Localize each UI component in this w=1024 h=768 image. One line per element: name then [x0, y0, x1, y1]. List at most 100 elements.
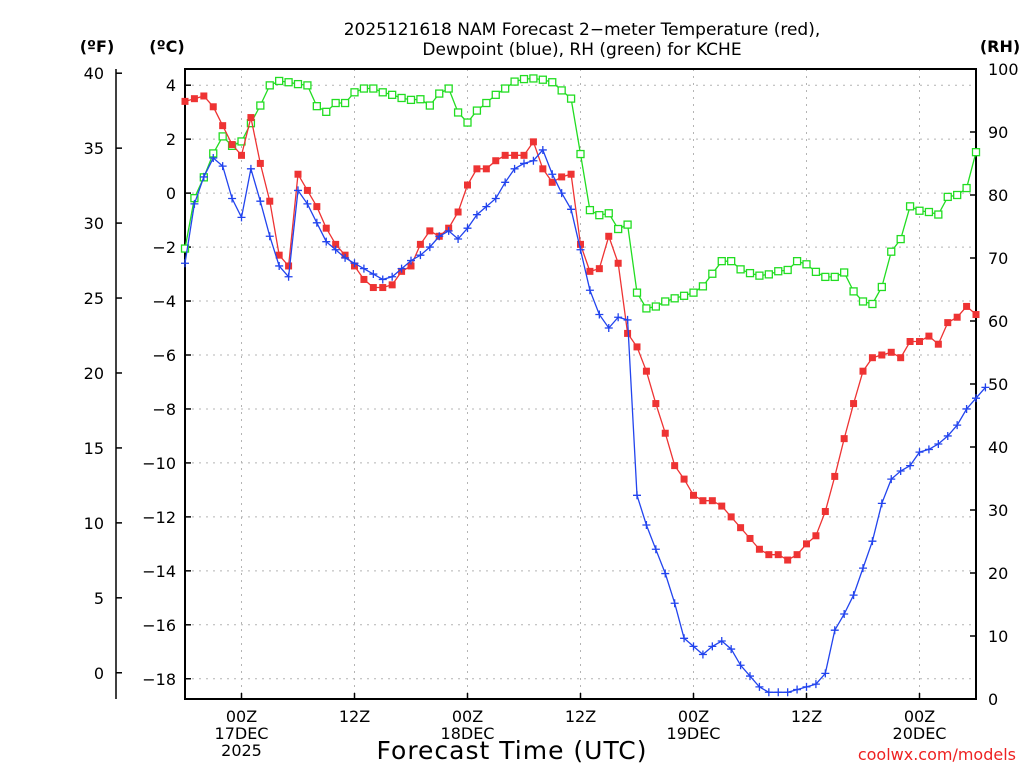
temperature-point	[416, 240, 424, 248]
dewpoint-point	[755, 682, 764, 691]
temperature-point	[501, 151, 509, 159]
dewpoint-point	[642, 520, 651, 529]
celsius-tick-label: −12	[142, 508, 176, 527]
rh-point	[293, 79, 303, 89]
rh-point	[538, 75, 547, 84]
rh-point	[905, 202, 915, 211]
dewpoint-point	[218, 162, 227, 171]
dewpoint-point	[585, 286, 594, 295]
dewpoint-point	[793, 685, 802, 694]
dewpoint-point	[538, 145, 547, 154]
rh-point	[425, 101, 434, 110]
dewpoint-point	[651, 545, 660, 554]
credit-link[interactable]: coolwx.com/models	[858, 745, 1016, 764]
dewpoint-series	[181, 145, 990, 697]
rh-point	[679, 291, 689, 300]
dewpoint-point	[595, 310, 604, 319]
rh-point	[576, 149, 585, 159]
dewpoint-point	[849, 591, 858, 600]
fahrenheit-tick-label: 25	[84, 289, 104, 308]
temperature-point	[614, 259, 622, 267]
celsius-tick-label: −14	[142, 562, 176, 581]
rh-point	[792, 256, 802, 266]
rh-point	[708, 269, 717, 278]
fahrenheit-tick-label: 0	[94, 664, 104, 683]
dewpoint-point	[529, 156, 538, 165]
rh-point	[943, 192, 952, 202]
dewpoint-point	[331, 245, 340, 254]
unit-celsius-label: (ºC)	[149, 37, 184, 56]
dewpoint-point	[764, 688, 773, 697]
rh-point	[548, 78, 557, 87]
dewpoint-point	[680, 634, 689, 643]
dewpoint-point	[670, 599, 679, 608]
dewpoint-point	[962, 404, 971, 413]
temperature-point	[266, 197, 274, 205]
dewpoint-point	[830, 626, 839, 635]
temperature-point	[294, 170, 302, 178]
dewpoint-point	[802, 682, 811, 691]
dewpoint-point	[548, 170, 557, 179]
temperature-point	[803, 540, 810, 548]
rh-point	[453, 108, 463, 117]
temperature-point	[840, 435, 848, 443]
rh-point	[388, 90, 397, 99]
temperature-point	[680, 475, 688, 483]
rh-tick-label: 90	[988, 123, 1008, 142]
time-tick-label: 2025	[221, 741, 262, 760]
dewpoint-point	[350, 259, 359, 268]
temperature-point	[407, 262, 415, 270]
temperature-point	[567, 170, 575, 178]
celsius-tick-label: −8	[152, 400, 176, 419]
temperature-point	[388, 281, 396, 289]
rh-point	[340, 98, 350, 108]
temperature-point	[360, 275, 368, 283]
temperature-point	[624, 329, 632, 337]
temperature-point	[285, 262, 293, 270]
temperature-point	[934, 340, 942, 348]
dewpoint-point	[181, 259, 189, 268]
celsius-tick-label: −4	[152, 292, 176, 311]
temperature-point	[322, 224, 330, 232]
temperature-point	[831, 472, 839, 480]
temperature-series	[181, 92, 980, 564]
temperature-point	[595, 265, 603, 273]
temperature-point	[925, 332, 933, 340]
dewpoint-point	[237, 213, 246, 222]
rh-tick-label: 50	[988, 375, 1008, 394]
time-tick-label: 19DEC	[667, 724, 721, 743]
rh-point	[359, 84, 369, 93]
temperature-point	[520, 151, 528, 159]
celsius-tick-label: −6	[152, 346, 176, 365]
celsius-tick-label: 2	[166, 130, 176, 149]
dewpoint-point	[228, 194, 237, 203]
temperature-point	[906, 338, 914, 346]
dewpoint-point	[388, 272, 397, 281]
temperature-point	[200, 92, 208, 100]
dewpoint-point	[727, 645, 736, 654]
rh-point	[416, 95, 425, 104]
time-tick-label: 00Z	[226, 707, 257, 726]
temperature-point	[661, 429, 669, 437]
rh-point	[802, 260, 811, 269]
dewpoint-point	[359, 264, 368, 273]
dewpoint-point	[265, 232, 274, 241]
dewpoint-point	[717, 636, 726, 645]
rh-point	[510, 77, 519, 86]
dewpoint-point	[887, 475, 896, 484]
rh-point	[924, 207, 934, 217]
temperature-point	[586, 267, 594, 275]
rh-tick-label: 70	[988, 249, 1008, 268]
temperature-point	[219, 122, 227, 130]
time-tick-label: 00Z	[904, 707, 935, 726]
temperature-point	[793, 551, 801, 559]
fahrenheit-tick-label: 40	[84, 64, 104, 83]
dewpoint-point	[275, 261, 284, 270]
rh-point	[868, 299, 877, 309]
temperature-point	[821, 507, 829, 515]
dewpoint-point	[943, 431, 952, 440]
grid-lines	[185, 69, 976, 699]
fahrenheit-tick-label: 35	[84, 139, 104, 158]
